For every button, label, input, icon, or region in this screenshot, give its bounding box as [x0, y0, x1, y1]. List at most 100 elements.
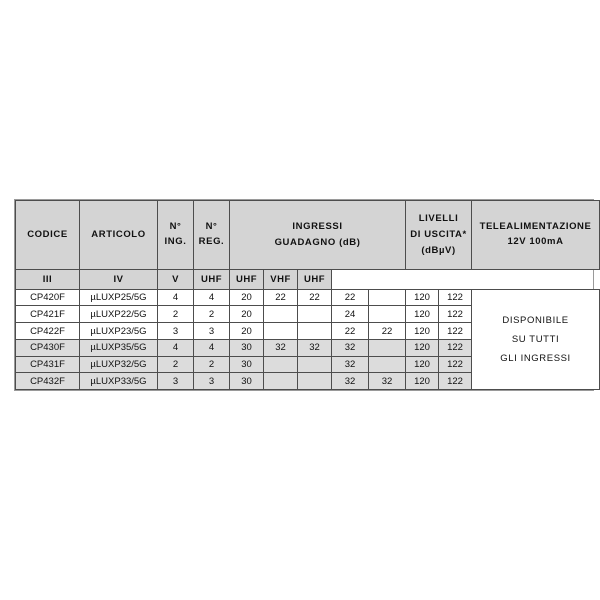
header-livelli-line3: (dBµV)	[421, 244, 456, 256]
subheader-ingresso-uhf-2: UHF	[229, 268, 264, 290]
table-row: CP430F µLUXP35/5G 4 4 30 32 32 32 120 12…	[15, 338, 600, 357]
cell-uscita-uhf: 122	[438, 288, 473, 307]
table-subheader-row: III IV V UHF UHF VHF UHF	[15, 268, 600, 290]
cell-codice: CP430F	[15, 338, 80, 357]
cell-articolo: µLUXP23/5G	[79, 322, 158, 340]
cell-guadagno-uhf-2	[367, 288, 407, 307]
cell-uscita-uhf: 122	[438, 305, 473, 324]
header-ingressi-line2: GUADAGNO (dB)	[274, 236, 361, 248]
table-row: CP431F µLUXP32/5G 2 2 30 32 120 122	[15, 355, 600, 374]
cell-guadagno-v	[297, 305, 332, 324]
cell-guadagno-v	[297, 322, 332, 340]
cell-codice: CP420F	[15, 288, 80, 307]
subheader-ingresso-uhf-1: UHF	[193, 268, 230, 290]
cell-articolo: µLUXP33/5G	[79, 372, 158, 390]
cell-codice: CP421F	[15, 305, 80, 324]
header-livelli-line1: LIVELLI	[418, 212, 459, 224]
header-numero-regolazioni-line1: N°	[205, 221, 218, 233]
cell-uscita-vhf: 120	[405, 288, 440, 307]
cell-guadagno-uhf-2: 32	[367, 372, 407, 390]
cell-guadagno-iii: 30	[229, 355, 264, 374]
header-numero-ingressi-line2: ING.	[164, 235, 187, 247]
cell-guadagno-uhf-2	[367, 338, 407, 357]
header-telealimentazione: TELEALIMENTAZIONE 12V 100mA	[471, 200, 600, 270]
cell-n-ingressi: 4	[157, 288, 194, 307]
table-row: CP422F µLUXP23/5G 3 3 20 22 22 120 122	[15, 322, 600, 340]
cell-n-regolazioni: 2	[193, 305, 230, 324]
table-row: CP432F µLUXP33/5G 3 3 30 32 32 120 122	[15, 372, 600, 390]
cell-guadagno-uhf-1: 32	[331, 338, 369, 357]
header-ingressi-guadagno: INGRESSI GUADAGNO (dB)	[228, 200, 407, 270]
header-numero-regolazioni-line2: REG.	[198, 235, 225, 247]
cell-guadagno-iv: 22	[263, 288, 298, 307]
table-row: CP421F µLUXP22/5G 2 2 20 24 120 122	[15, 305, 600, 324]
specification-table-container: CODICE ARTICOLO N° ING. N° REG. INGRESSI…	[14, 199, 600, 391]
cell-n-regolazioni: 4	[193, 338, 230, 357]
cell-guadagno-iii: 30	[229, 372, 264, 390]
cell-articolo: µLUXP25/5G	[79, 288, 158, 307]
header-numero-ingressi-line1: N°	[169, 221, 182, 233]
cell-guadagno-iv	[263, 322, 298, 340]
cell-guadagno-iv	[263, 305, 298, 324]
cell-guadagno-v	[297, 372, 332, 390]
header-telealimentazione-line2: 12V 100mA	[507, 235, 564, 247]
table-row: CP420F µLUXP25/5G 4 4 20 22 22 22 120 12…	[15, 288, 600, 391]
cell-n-ingressi: 2	[157, 355, 194, 374]
cell-articolo: µLUXP32/5G	[79, 355, 158, 374]
cell-n-regolazioni: 2	[193, 355, 230, 374]
cell-guadagno-iii: 30	[229, 338, 264, 357]
subheader-ingresso-v: V	[157, 268, 194, 290]
header-numero-ingressi: N° ING.	[157, 200, 194, 270]
cell-guadagno-uhf-1: 32	[331, 372, 369, 390]
cell-uscita-vhf: 120	[405, 355, 440, 374]
cell-guadagno-uhf-2	[367, 305, 407, 324]
amplifier-specification-table: CODICE ARTICOLO N° ING. N° REG. INGRESSI…	[15, 200, 600, 391]
cell-guadagno-iv	[263, 355, 298, 374]
cell-n-ingressi: 3	[157, 372, 194, 390]
cell-guadagno-v	[297, 355, 332, 374]
subheader-ingresso-iv: IV	[79, 268, 158, 290]
cell-codice: CP432F	[15, 372, 80, 390]
cell-guadagno-iii: 20	[229, 322, 264, 340]
cell-uscita-vhf: 120	[405, 372, 440, 390]
cell-uscita-uhf: 122	[438, 372, 473, 390]
cell-guadagno-uhf-1: 24	[331, 305, 369, 324]
cell-guadagno-iv: 32	[263, 338, 298, 357]
cell-uscita-vhf: 120	[405, 338, 440, 357]
header-codice: CODICE	[15, 200, 80, 270]
cell-articolo: µLUXP22/5G	[79, 305, 158, 324]
cell-guadagno-v: 32	[297, 338, 332, 357]
cell-codice: CP422F	[15, 322, 80, 340]
telealimentazione-line1: DISPONIBILE	[502, 314, 569, 326]
cell-n-regolazioni: 3	[193, 322, 230, 340]
header-livelli-uscita: LIVELLI DI USCITA* (dBµV)	[405, 200, 473, 270]
telealimentazione-line3: GLI INGRESSI	[500, 352, 571, 364]
telealimentazione-line2: SU TUTTI	[511, 333, 560, 345]
header-articolo: ARTICOLO	[79, 200, 158, 270]
cell-guadagno-uhf-1: 32	[331, 355, 369, 374]
cell-telealimentazione-disponibilita: DISPONIBILE SU TUTTI GLI INGRESSI	[471, 288, 600, 391]
cell-guadagno-uhf-2: 22	[367, 322, 407, 340]
header-ingressi-line1: INGRESSI	[292, 220, 343, 232]
header-livelli-line2: DI USCITA*	[410, 228, 467, 240]
cell-guadagno-iii: 20	[229, 305, 264, 324]
cell-n-regolazioni: 3	[193, 372, 230, 390]
cell-guadagno-v: 22	[297, 288, 332, 307]
cell-guadagno-uhf-1: 22	[331, 322, 369, 340]
cell-articolo: µLUXP35/5G	[79, 338, 158, 357]
header-numero-regolazioni: N° REG.	[193, 200, 230, 270]
cell-codice: CP431F	[15, 355, 80, 374]
cell-guadagno-uhf-1: 22	[331, 288, 369, 307]
cell-guadagno-iv	[263, 372, 298, 390]
cell-guadagno-uhf-2	[367, 355, 407, 374]
cell-uscita-uhf: 122	[438, 322, 473, 340]
cell-n-ingressi: 3	[157, 322, 194, 340]
subheader-uscita-uhf: UHF	[297, 268, 332, 290]
cell-n-ingressi: 4	[157, 338, 194, 357]
cell-uscita-uhf: 122	[438, 355, 473, 374]
cell-n-regolazioni: 4	[193, 288, 230, 307]
header-telealimentazione-line1: TELEALIMENTAZIONE	[479, 221, 592, 233]
cell-uscita-vhf: 120	[405, 305, 440, 324]
cell-uscita-vhf: 120	[405, 322, 440, 340]
cell-guadagno-iii: 20	[229, 288, 264, 307]
